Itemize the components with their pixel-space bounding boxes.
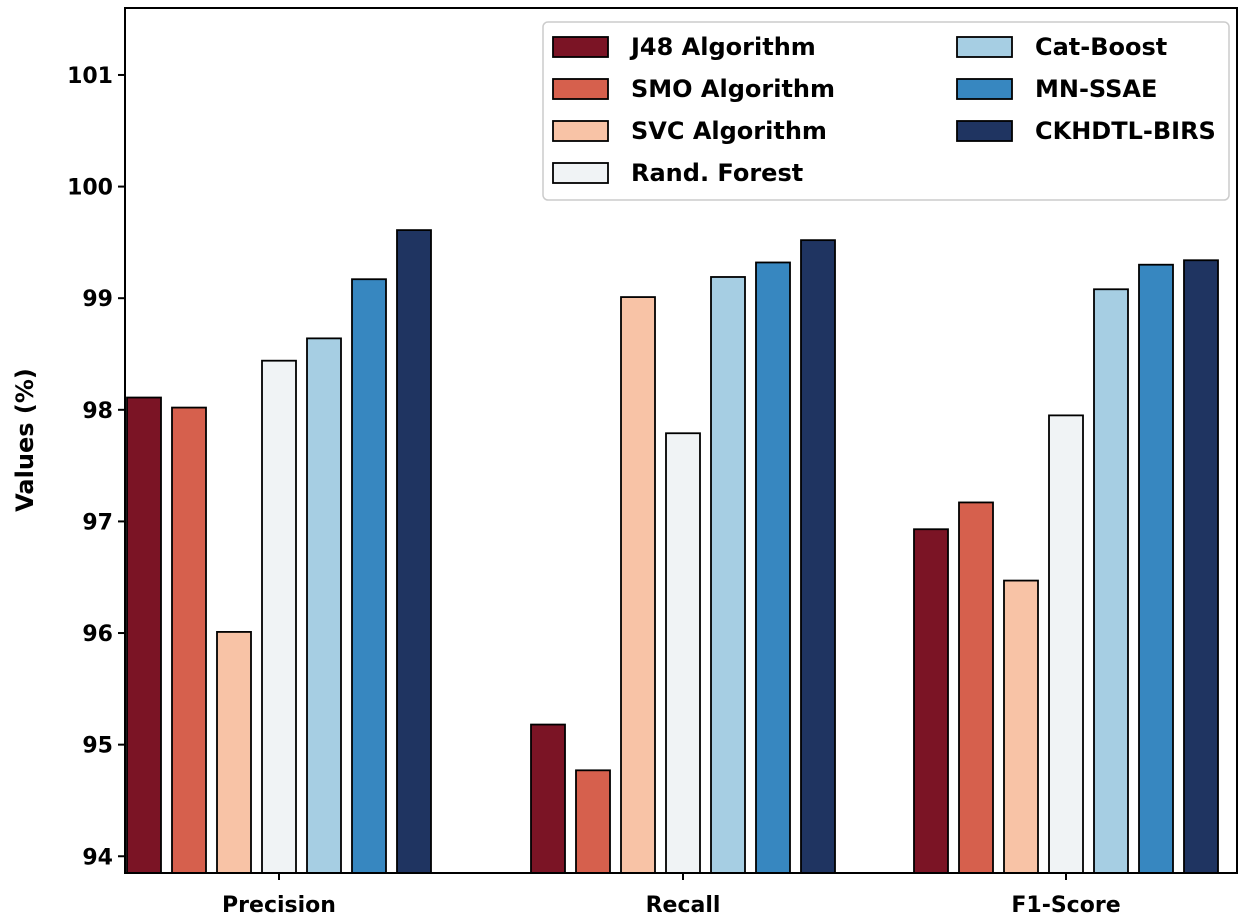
bar-ckhdtl-birs-recall <box>800 239 836 874</box>
y-tick-label: 95 <box>82 734 113 759</box>
bar-cat-boost-precision <box>306 337 342 874</box>
bar-rand-forest-f1-score <box>1048 414 1084 874</box>
bar-mn-ssae-precision <box>351 278 387 874</box>
legend-label: J48 Algorithm <box>629 33 816 61</box>
bar-smo-algorithm-recall <box>575 769 611 874</box>
bar-rand-forest-precision <box>261 359 297 874</box>
y-tick-label: 100 <box>67 176 113 201</box>
x-tick-label: Recall <box>646 893 721 918</box>
legend-swatch <box>956 36 1013 58</box>
legend-label: SMO Algorithm <box>631 75 835 103</box>
y-axis: 94 95 96 97 98 99 100 101 <box>67 64 125 870</box>
bar-svc-algorithm-recall <box>620 296 656 874</box>
legend-swatch <box>552 36 609 58</box>
legend-swatch <box>552 162 609 184</box>
bar-cat-boost-recall <box>710 276 746 874</box>
legend-box <box>542 21 1230 201</box>
y-tick-label: 101 <box>67 64 113 89</box>
y-tick-label: 97 <box>82 510 113 535</box>
bar-svc-algorithm-precision <box>216 631 252 874</box>
bar-smo-algorithm-precision <box>171 406 207 874</box>
plot-frame <box>124 7 1238 874</box>
bar-j48-algorithm-recall <box>530 723 566 874</box>
legend-swatch <box>552 78 609 100</box>
legend-swatch <box>956 78 1013 100</box>
x-tick-label: F1-Score <box>1011 893 1120 918</box>
bar-mn-ssae-recall <box>755 261 791 874</box>
x-axis: Precision Recall F1-Score <box>222 873 1121 918</box>
legend-swatch <box>552 120 609 142</box>
legend-swatch <box>956 120 1013 142</box>
bar-cat-boost-f1-score <box>1093 288 1129 874</box>
legend: J48 Algorithm SMO Algorithm SVC Algorithm R… <box>542 21 1230 201</box>
x-tick-label: Precision <box>222 893 336 918</box>
legend-label: CKHDTL-BIRS <box>1035 117 1216 145</box>
bar-j48-algorithm-f1-score <box>913 528 949 874</box>
bar-svc-algorithm-f1-score <box>1003 579 1039 874</box>
y-tick-label: 98 <box>82 399 113 424</box>
bar-rand-forest-recall <box>665 432 701 874</box>
bar-j48-algorithm-precision <box>126 396 162 874</box>
bars-group <box>126 229 1219 874</box>
y-axis-title: Values (%) <box>11 368 39 512</box>
bar-ckhdtl-birs-f1-score <box>1183 259 1219 874</box>
bar-ckhdtl-birs-precision <box>396 229 432 874</box>
legend-label: MN-SSAE <box>1035 75 1157 103</box>
y-tick-label: 96 <box>82 622 113 647</box>
legend-label: Cat-Boost <box>1035 33 1167 61</box>
legend-label: SVC Algorithm <box>631 117 827 145</box>
y-tick-label: 99 <box>82 287 113 312</box>
y-tick-label: 94 <box>82 845 113 870</box>
bar-mn-ssae-f1-score <box>1138 263 1174 874</box>
legend-label: Rand. Forest <box>631 159 803 187</box>
bar-smo-algorithm-f1-score <box>958 501 994 874</box>
